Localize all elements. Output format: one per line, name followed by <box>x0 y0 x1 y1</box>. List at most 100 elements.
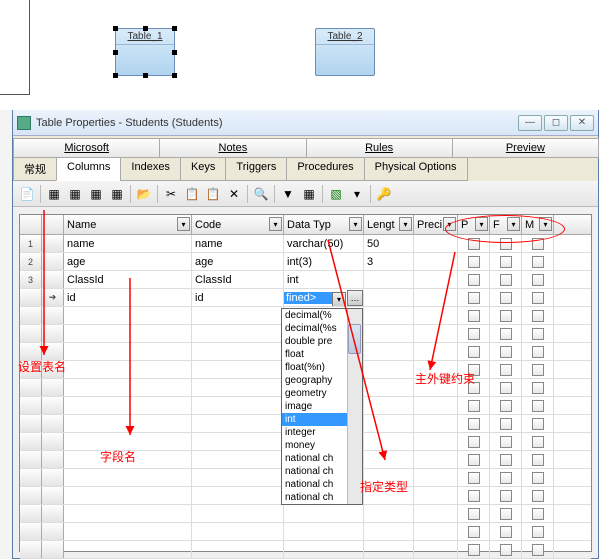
checkbox[interactable] <box>468 472 480 484</box>
checkbox[interactable] <box>500 256 512 268</box>
cell-p[interactable] <box>458 505 490 522</box>
checkbox[interactable] <box>532 400 544 412</box>
cell-length[interactable] <box>364 487 414 504</box>
cell-datatype[interactable] <box>284 523 364 540</box>
filter-dropdown-icon[interactable]: ▾ <box>539 217 552 231</box>
cell-name[interactable] <box>64 343 192 360</box>
cell-length[interactable] <box>364 451 414 468</box>
checkbox[interactable] <box>532 256 544 268</box>
cell-code[interactable] <box>192 325 284 342</box>
cell-f[interactable] <box>490 433 522 450</box>
cell-p[interactable] <box>458 487 490 504</box>
cell-name[interactable]: name <box>64 235 192 252</box>
tool-find-icon[interactable]: 🔍 <box>251 184 271 204</box>
cell-m[interactable] <box>522 541 554 558</box>
table-row[interactable] <box>20 505 591 523</box>
checkbox[interactable] <box>468 274 480 286</box>
cell-name[interactable] <box>64 379 192 396</box>
cell-name[interactable] <box>64 487 192 504</box>
cell-length[interactable]: 50 <box>364 235 414 252</box>
checkbox[interactable] <box>500 418 512 430</box>
row-number[interactable] <box>20 451 42 468</box>
cell-length[interactable] <box>364 523 414 540</box>
header-rownum[interactable] <box>20 215 42 234</box>
checkbox[interactable] <box>532 310 544 322</box>
checkbox[interactable] <box>500 346 512 358</box>
checkbox[interactable] <box>500 328 512 340</box>
cell-precision[interactable] <box>414 271 458 288</box>
close-button[interactable]: ✕ <box>570 115 594 131</box>
row-number[interactable]: 1 <box>20 235 42 252</box>
checkbox[interactable] <box>468 526 480 538</box>
checkbox[interactable] <box>468 310 480 322</box>
header-f[interactable]: F▾ <box>490 215 522 234</box>
cell-precision[interactable] <box>414 451 458 468</box>
checkbox[interactable] <box>500 472 512 484</box>
cell-code[interactable] <box>192 343 284 360</box>
minimize-button[interactable]: — <box>518 115 542 131</box>
resize-handle[interactable] <box>113 73 118 78</box>
checkbox[interactable] <box>468 382 480 394</box>
row-number[interactable] <box>20 361 42 378</box>
cell-code[interactable] <box>192 487 284 504</box>
checkbox[interactable] <box>532 364 544 376</box>
cell-precision[interactable] <box>414 397 458 414</box>
cell-name[interactable]: id <box>64 289 192 306</box>
header-m[interactable]: M▾ <box>522 215 554 234</box>
checkbox[interactable] <box>500 238 512 250</box>
tool-grid-icon[interactable]: ▦ <box>107 184 127 204</box>
checkbox[interactable] <box>468 238 480 250</box>
cell-m[interactable] <box>522 253 554 270</box>
cell-f[interactable] <box>490 343 522 360</box>
cell-length[interactable] <box>364 343 414 360</box>
resize-handle[interactable] <box>172 50 177 55</box>
cell-precision[interactable] <box>414 343 458 360</box>
cell-code[interactable] <box>192 469 284 486</box>
cell-datatype[interactable] <box>284 541 364 558</box>
cell-name[interactable] <box>64 541 192 558</box>
cell-f[interactable] <box>490 451 522 468</box>
cell-m[interactable] <box>522 361 554 378</box>
checkbox[interactable] <box>468 328 480 340</box>
header-p[interactable]: P▾ <box>458 215 490 234</box>
cell-name[interactable] <box>64 469 192 486</box>
checkbox[interactable] <box>468 292 480 304</box>
tool-add2-icon[interactable]: ▦ <box>86 184 106 204</box>
filter-dropdown-icon[interactable]: ▾ <box>177 217 190 231</box>
cell-m[interactable] <box>522 343 554 360</box>
checkbox[interactable] <box>500 382 512 394</box>
checkbox[interactable] <box>468 454 480 466</box>
header-precision[interactable]: Preci▾ <box>414 215 458 234</box>
cell-m[interactable] <box>522 271 554 288</box>
checkbox[interactable] <box>500 400 512 412</box>
cell-p[interactable] <box>458 271 490 288</box>
resize-handle[interactable] <box>143 26 148 31</box>
checkbox[interactable] <box>500 526 512 538</box>
cell-m[interactable] <box>522 325 554 342</box>
cell-f[interactable] <box>490 397 522 414</box>
cell-m[interactable] <box>522 397 554 414</box>
cell-precision[interactable] <box>414 541 458 558</box>
cell-precision[interactable] <box>414 253 458 270</box>
checkbox[interactable] <box>532 490 544 502</box>
cell-precision[interactable] <box>414 361 458 378</box>
filter-dropdown-icon[interactable]: ▾ <box>475 217 488 231</box>
resize-handle[interactable] <box>172 73 177 78</box>
row-number[interactable] <box>20 397 42 414</box>
cell-precision[interactable] <box>414 235 458 252</box>
cell-name[interactable] <box>64 433 192 450</box>
cell-code[interactable] <box>192 307 284 324</box>
cell-length[interactable] <box>364 325 414 342</box>
cell-datatype[interactable]: varchar(50) <box>284 235 364 252</box>
tool-cut-icon[interactable]: ✂ <box>161 184 181 204</box>
cell-f[interactable] <box>490 487 522 504</box>
cell-p[interactable] <box>458 469 490 486</box>
tab-indexes[interactable]: Indexes <box>120 158 181 181</box>
cell-datatype[interactable]: int <box>284 271 364 288</box>
checkbox[interactable] <box>468 418 480 430</box>
cell-precision[interactable] <box>414 379 458 396</box>
cell-f[interactable] <box>490 235 522 252</box>
checkbox[interactable] <box>532 436 544 448</box>
cell-m[interactable] <box>522 415 554 432</box>
checkbox[interactable] <box>468 364 480 376</box>
